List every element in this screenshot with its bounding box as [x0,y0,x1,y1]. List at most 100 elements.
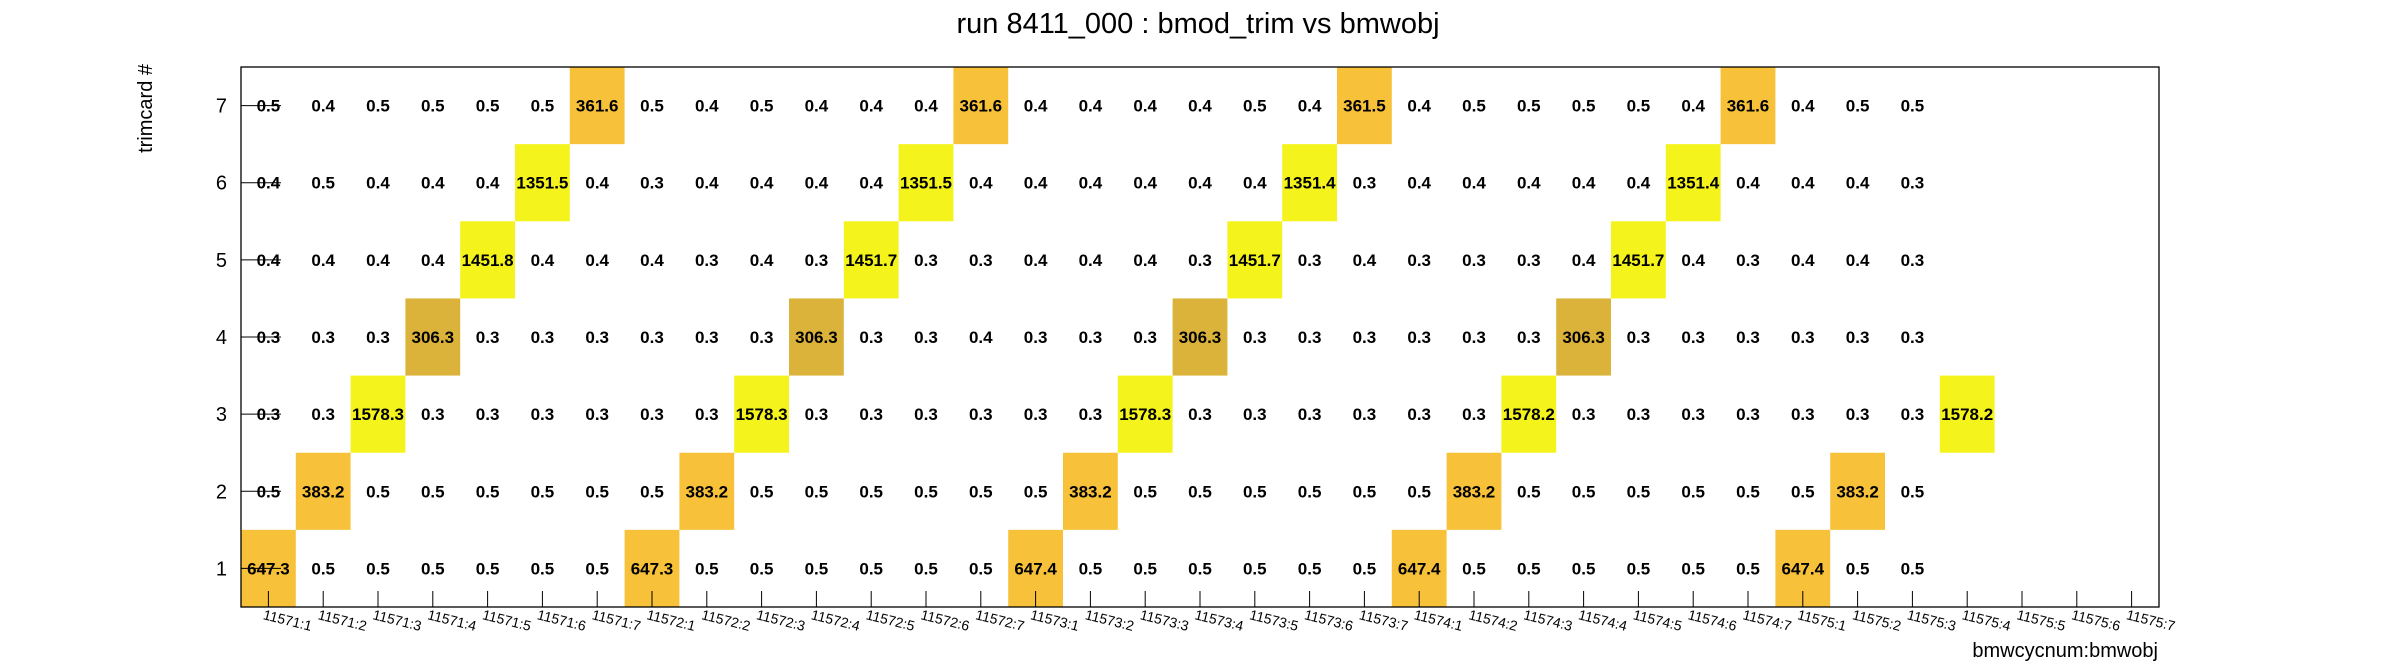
cell-value-label: 0.4 [1243,174,1267,193]
cell-value-label: 0.5 [1681,482,1705,501]
cell-value-label: 0.5 [1133,559,1157,578]
cell-value-label: 0.4 [1079,251,1103,270]
heatmap-cell [1830,452,1885,530]
cell-value-label: 0.5 [859,482,883,501]
cell-value-label: 647.3 [631,559,674,578]
cell-value-label: 0.4 [640,251,664,270]
cell-value-label: 1351.4 [1667,174,1720,193]
y-axis-title: trimcard # [135,63,157,153]
cell-value-label: 0.5 [1243,482,1267,501]
cell-value-label: 0.5 [366,482,390,501]
heatmap-cell [1720,67,1776,145]
cell-value-label: 0.3 [1407,328,1431,347]
y-tick-label: 3 [216,404,227,426]
cell-value-label: 0.3 [640,174,664,193]
cell-value-label: 0.5 [1462,97,1486,116]
cell-value-label: 0.3 [585,405,609,424]
heatmap-cell [1172,298,1228,376]
cell-value-label: 0.5 [531,97,555,116]
cell-value-label: 383.2 [1836,482,1879,501]
heatmap-cell [1282,144,1337,222]
cell-value-label: 0.5 [366,559,390,578]
cell-value-label: 1451.7 [1612,251,1664,270]
cell-value-label: 0.4 [421,251,445,270]
heatmap-cell [1227,221,1283,299]
cell-value-label: 0.4 [750,174,774,193]
cell-value-label: 0.4 [1846,251,1870,270]
cell-value-label: 0.5 [1901,482,1925,501]
cell-value-label: 0.4 [1133,251,1157,270]
cell-value-label: 0.3 [1079,405,1103,424]
cell-value-label: 0.4 [1572,251,1596,270]
cell-value-label: 0.3 [1188,405,1212,424]
cell-value-label: 0.5 [1188,559,1212,578]
heatmap-cell [350,375,406,453]
cell-value-label: 383.2 [1069,482,1112,501]
heatmap-cells [241,67,1995,607]
cell-value-label: 0.4 [805,97,829,116]
cell-value-label: 0.5 [1846,559,1870,578]
cell-value-label: 0.3 [1462,328,1486,347]
heatmap-cell [569,67,625,145]
cell-value-label: 0.5 [421,97,445,116]
y-axis-ticks: 1 2 3 4 5 6 7 [216,96,281,580]
cell-value-label: 0.5 [805,559,829,578]
cell-value-label: 0.5 [1736,482,1760,501]
cell-value-label: 0.3 [805,251,829,270]
cell-value-label: 0.5 [1627,559,1651,578]
heatmap-cell [1939,375,1995,453]
cell-value-label: 1351.4 [1284,174,1337,193]
cell-value-label: 306.3 [1179,328,1222,347]
cell-value-label: 0.5 [531,482,555,501]
y-tick-label: 7 [216,96,227,118]
cell-value-label: 0.5 [366,97,390,116]
y-tick-label: 5 [216,250,227,272]
cell-value-label: 0.4 [1079,174,1103,193]
cell-value-label: 0.5 [640,97,664,116]
cell-value-label: 0.5 [695,559,719,578]
cell-value-label: 0.5 [1462,559,1486,578]
cell-value-label: 0.3 [1407,405,1431,424]
heatmap-cell [734,375,789,453]
cell-value-label: 361.6 [960,97,1003,116]
cell-value-label: 0.4 [1791,174,1815,193]
cell-value-label: 0.3 [311,328,335,347]
cell-value-label: 647.4 [1782,559,1825,578]
cell-value-label: 0.5 [531,559,555,578]
cell-value-label: 0.3 [1298,251,1322,270]
cell-value-label: 0.3 [476,328,500,347]
cell-value-label: 0.5 [969,559,993,578]
cell-value-label: 1451.7 [1229,251,1281,270]
cell-value-label: 0.4 [585,174,609,193]
cell-value-label: 0.5 [1846,97,1870,116]
cell-value-label: 0.5 [1901,97,1925,116]
cell-value-label: 0.3 [1627,405,1651,424]
cell-value-label: 0.4 [1353,251,1377,270]
cell-value-label: 0.5 [914,559,938,578]
cell-value-label: 1578.3 [736,405,788,424]
cell-value-label: 1351.5 [900,174,952,193]
cell-value-label: 0.5 [1681,559,1705,578]
cell-value-label: 0.3 [1736,328,1760,347]
cell-value-label: 306.3 [412,328,455,347]
cell-value-label: 0.3 [1462,251,1486,270]
cell-value-label: 0.5 [750,482,774,501]
heatmap-cell [843,221,899,299]
heatmap-cell [1501,375,1557,453]
cell-value-label: 0.4 [1024,251,1048,270]
cell-value-label: 0.3 [1133,328,1157,347]
cell-value-label: 0.3 [695,405,719,424]
cell-value-label: 383.2 [302,482,345,501]
cell-value-label: 0.5 [1243,559,1267,578]
cell-value-label: 0.3 [695,328,719,347]
cell-value-label: 0.5 [585,482,609,501]
cell-value-label: 0.5 [476,97,500,116]
cell-value-label: 0.5 [969,482,993,501]
chart-title: run 8411_000 : bmod_trim vs bmwobj [956,8,1439,40]
heatmap-cell [295,452,351,530]
cell-value-label: 0.4 [1024,97,1048,116]
cell-value-label: 0.5 [1517,482,1541,501]
cell-value-label: 0.3 [695,251,719,270]
cell-value-label: 0.4 [311,251,335,270]
cell-value-label: 0.5 [1079,559,1103,578]
